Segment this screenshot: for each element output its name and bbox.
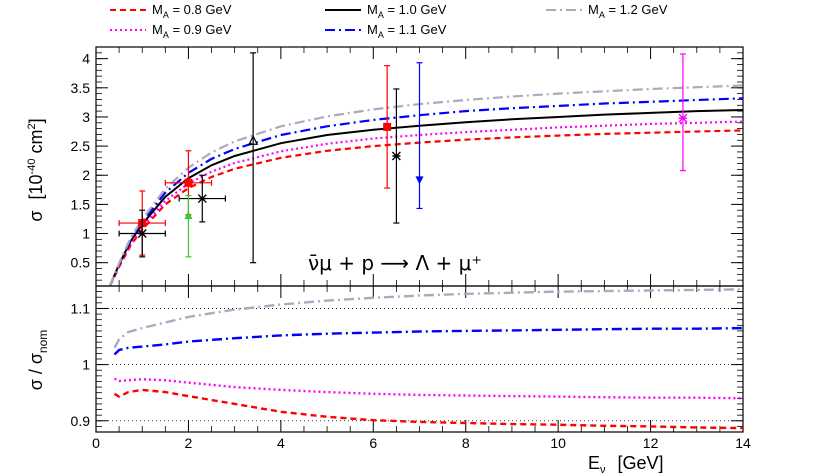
bottom-y-axis-title: σ / σnom — [26, 330, 50, 391]
x-tick-label: 10 — [550, 435, 566, 451]
y-tick-label: 3 — [82, 109, 90, 125]
ratio-series-line — [113, 377, 744, 400]
y-tick-label: 1.1 — [71, 300, 91, 316]
legend-entry: MA = 0.8 GeV — [110, 2, 232, 20]
top-series-line — [108, 97, 744, 287]
legend-label: MA = 0.9 GeV — [152, 22, 232, 40]
top-panel: 0.5 1 1.5 2 2.5 3 3.5 4 ν̄μ + p ⟶ Λ + μ⁺ σ [10-… — [26, 46, 744, 287]
y-tick-label: 1 — [82, 357, 90, 373]
x-axis: 0 2 4 6 8 10 12 14 — [92, 286, 751, 451]
y-tick-label: 3.5 — [71, 80, 91, 96]
data-point — [391, 88, 401, 224]
y-tick-label: 0.5 — [71, 255, 91, 271]
y-tick-label: 1 — [82, 226, 90, 242]
data-point — [678, 53, 688, 172]
x-tick-label: 0 — [92, 435, 100, 451]
marker-square — [383, 122, 392, 131]
bottom-plot-frame — [95, 285, 744, 433]
marker-triangle-down — [415, 176, 424, 185]
y-tick-label: 4 — [82, 51, 90, 67]
data-point — [248, 52, 259, 264]
legend-entry: MA = 1.2 GeV — [546, 2, 668, 20]
top-y-axis: 0.5 1 1.5 2 2.5 3 3.5 4 — [71, 51, 743, 281]
marker-star — [678, 113, 688, 123]
legend-label: MA = 0.8 GeV — [152, 2, 232, 20]
marker-star — [391, 151, 401, 161]
legend-entry: MA = 1.1 GeV — [325, 22, 447, 40]
y-tick-label: 1.5 — [71, 196, 91, 212]
x-tick-label: 14 — [735, 435, 751, 451]
data-point — [415, 62, 424, 210]
bottom-curves — [113, 288, 744, 430]
legend-label: MA = 1.1 GeV — [367, 22, 447, 40]
legend: MA = 0.8 GeV MA = 1.0 GeV MA = 1.2 GeV MA =… — [110, 2, 668, 40]
marker-star — [197, 194, 207, 204]
top-x-ticks — [95, 47, 744, 286]
legend-label: MA = 1.0 GeV — [367, 2, 447, 20]
bottom-y-axis: 0.9 1 1.1 — [71, 291, 743, 429]
legend-entry: MA = 1.0 GeV — [325, 2, 447, 20]
top-y-axis-title: σ [10-40 cm2] — [26, 118, 46, 221]
y-tick-label: 0.9 — [71, 413, 91, 429]
legend-entry: MA = 0.9 GeV — [110, 22, 232, 40]
y-tick-label: 2.5 — [71, 138, 91, 154]
data-point — [118, 209, 166, 258]
x-tick-label: 12 — [643, 435, 659, 451]
reaction-label: ν̄μ + p ⟶ Λ + μ⁺ — [308, 251, 482, 275]
ratio-series-line — [113, 326, 744, 356]
marker-square — [184, 178, 193, 187]
ratio-series-line — [113, 288, 744, 349]
top-data-points — [118, 52, 688, 264]
marker-triangle-up — [184, 211, 193, 220]
y-tick-label: 2 — [82, 167, 90, 183]
bottom-panel: 0.9 1 1.1 0 2 4 6 8 10 12 14 σ / σnom Eν [GeV] — [26, 285, 751, 474]
x-tick-label: 4 — [277, 435, 285, 451]
data-point — [178, 174, 226, 223]
ratio-series-line — [113, 388, 744, 430]
marker-open-triangle — [248, 134, 259, 145]
data-point — [383, 65, 392, 189]
x-tick-label: 6 — [369, 435, 377, 451]
data-point — [184, 195, 193, 258]
x-tick-label: 8 — [462, 435, 470, 451]
x-axis-title: Eν [GeV] — [588, 453, 664, 474]
legend-label: MA = 1.2 GeV — [588, 2, 668, 20]
bottom-grid — [96, 308, 743, 422]
marker-star — [137, 229, 147, 239]
x-tick-label: 2 — [185, 435, 193, 451]
top-series-line — [108, 120, 744, 287]
